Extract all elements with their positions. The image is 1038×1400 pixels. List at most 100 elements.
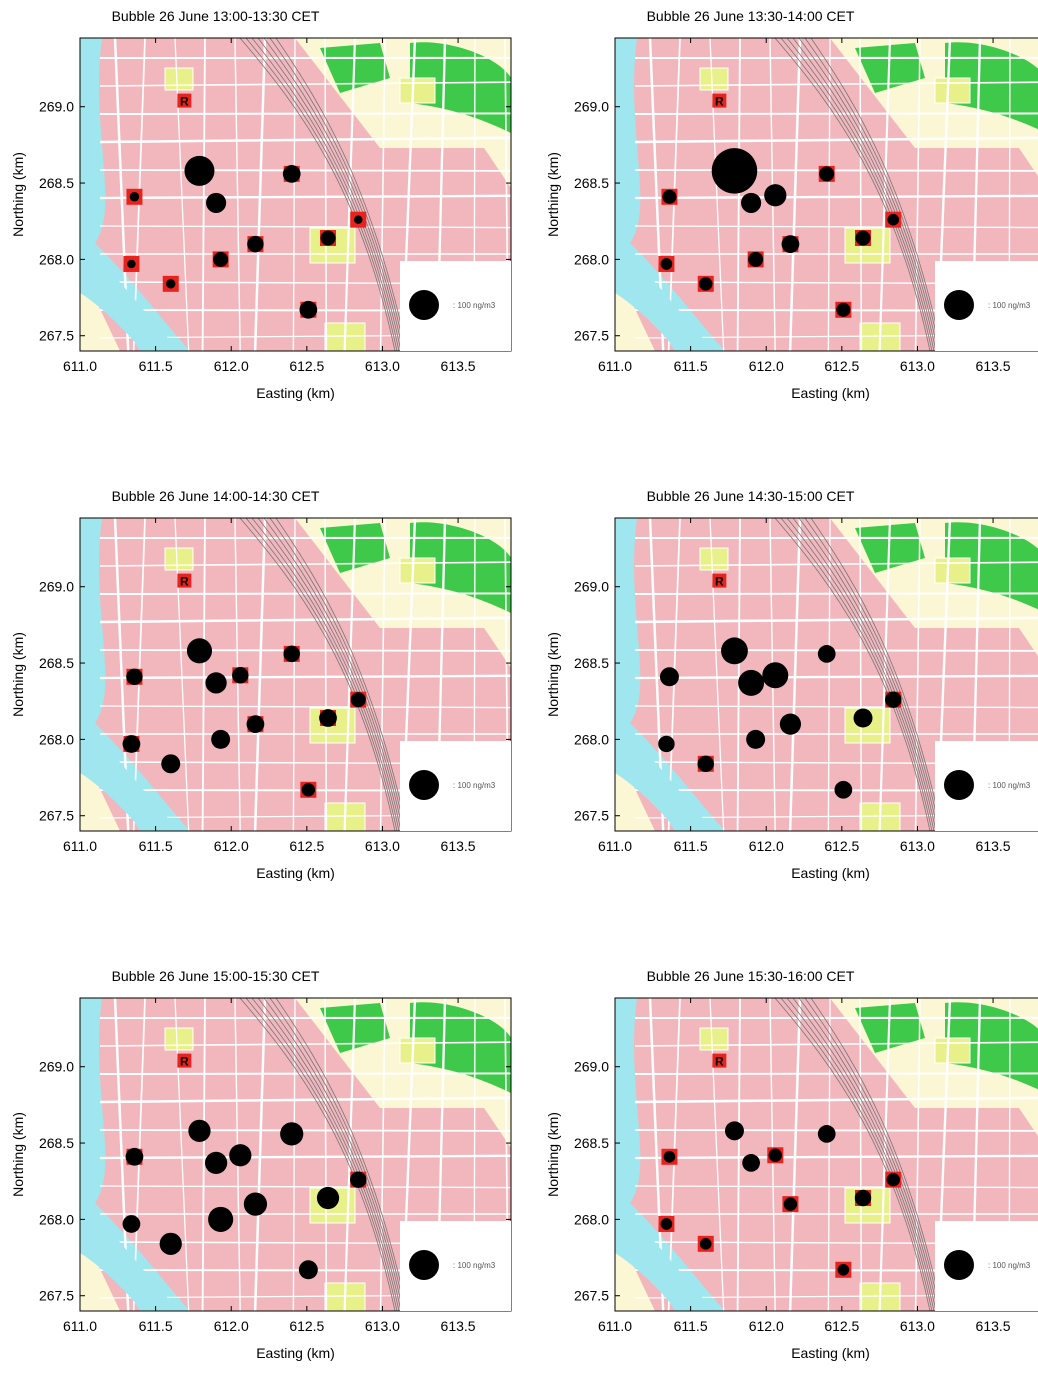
x-tick-label: 612.0 (749, 1318, 784, 1334)
legend-label: : 100 ng/m3 (988, 301, 1031, 310)
bubble-9 (746, 730, 765, 749)
bubble-4 (764, 184, 786, 206)
legend-label: : 100 ng/m3 (988, 1261, 1031, 1270)
bubble-1 (662, 190, 676, 204)
y-tick-label: 268.5 (39, 655, 74, 671)
x-tick-label: 613.5 (976, 1318, 1011, 1334)
bubble-2 (721, 637, 748, 664)
bubble-12 (836, 303, 850, 317)
legend-bubble (944, 290, 974, 320)
bubble-11 (161, 754, 180, 773)
reference-site-label: R (715, 575, 724, 589)
y-axis-label: Northing (km) (545, 1112, 561, 1197)
x-axis-label: Easting (km) (256, 865, 335, 881)
y-tick-label: 268.5 (39, 1135, 74, 1151)
reference-site-label: R (715, 1055, 724, 1069)
y-tick-label: 268.0 (574, 731, 609, 747)
bubble-6 (887, 214, 899, 226)
bubble-10 (658, 736, 674, 752)
bubble-6 (887, 1173, 900, 1186)
x-tick-label: 613.0 (365, 1318, 400, 1334)
bubble-12 (299, 1260, 318, 1279)
y-tick-label: 268.0 (39, 1211, 74, 1227)
chart-title: Bubble 26 June 15:00-15:30 CET (112, 968, 320, 984)
bubble-5 (819, 166, 834, 181)
bubble-11 (166, 279, 175, 288)
bubble-10 (661, 1218, 673, 1230)
legend-label: : 100 ng/m3 (988, 781, 1031, 790)
bubble-7 (854, 709, 873, 728)
x-tick-label: 611.5 (674, 838, 708, 854)
bubble-9 (748, 252, 763, 267)
y-axis-label: Northing (km) (10, 632, 26, 717)
x-tick-label: 612.5 (289, 358, 324, 374)
x-tick-label: 611.5 (139, 1318, 173, 1334)
y-tick-label: 267.5 (39, 328, 74, 344)
y-tick-label: 269.0 (574, 579, 609, 595)
x-axis-label: Easting (km) (791, 865, 870, 881)
x-axis-label: Easting (km) (791, 1345, 870, 1361)
bubble-10 (127, 260, 135, 268)
bubble-8 (247, 236, 263, 252)
y-tick-label: 269.0 (39, 579, 74, 595)
x-tick-label: 613.5 (441, 1318, 476, 1334)
x-tick-label: 612.5 (824, 838, 859, 854)
x-tick-label: 611.0 (63, 358, 97, 374)
y-axis-label: Northing (km) (545, 152, 561, 237)
x-tick-label: 613.5 (441, 358, 476, 374)
legend-bubble (409, 290, 439, 320)
bubble-7 (856, 231, 871, 246)
bubble-7 (317, 1187, 339, 1209)
reference-site-label: R (180, 575, 189, 589)
y-tick-label: 267.5 (39, 1288, 74, 1304)
x-tick-label: 613.5 (976, 838, 1011, 854)
bubble-11 (160, 1233, 182, 1255)
y-tick-label: 269.0 (574, 1059, 609, 1075)
bubble-12 (299, 301, 317, 319)
x-tick-label: 611.0 (598, 1318, 632, 1334)
bubble-1 (130, 192, 139, 201)
x-tick-label: 611.5 (139, 838, 173, 854)
bubble-3 (741, 193, 761, 213)
bubble-2 (725, 1121, 744, 1140)
chart-title: Bubble 26 June 15:30-16:00 CET (647, 968, 855, 984)
x-tick-label: 613.0 (900, 1318, 935, 1334)
bubble-8 (782, 235, 800, 253)
x-tick-label: 611.0 (63, 1318, 97, 1334)
legend-label: : 100 ng/m3 (453, 781, 496, 790)
bubble-8 (244, 1193, 267, 1216)
y-axis-label: Northing (km) (10, 1112, 26, 1197)
bubble-6 (354, 215, 362, 223)
y-tick-label: 267.5 (574, 808, 609, 824)
x-tick-label: 612.0 (214, 358, 249, 374)
bubble-9 (211, 730, 230, 749)
y-tick-label: 268.0 (574, 251, 609, 267)
x-tick-label: 612.0 (214, 838, 249, 854)
bubble-1 (126, 1148, 144, 1166)
x-tick-label: 611.0 (63, 838, 97, 854)
x-tick-label: 613.5 (976, 358, 1011, 374)
bubble-3 (205, 672, 226, 693)
chart-title: Bubble 26 June 14:00-14:30 CET (112, 488, 320, 504)
bubble-8 (247, 715, 265, 733)
bubble-10 (661, 258, 673, 270)
bubble-3 (205, 1152, 227, 1174)
x-tick-label: 612.0 (749, 358, 784, 374)
y-tick-label: 268.5 (39, 175, 74, 191)
bubble-2 (188, 1120, 210, 1142)
y-tick-label: 268.5 (574, 655, 609, 671)
y-tick-label: 269.0 (574, 99, 609, 115)
bubble-11 (698, 756, 714, 772)
x-tick-label: 612.0 (749, 838, 784, 854)
bubble-8 (784, 1197, 797, 1210)
bubble-10 (123, 735, 141, 753)
bubble-4 (232, 667, 248, 683)
bubble-9 (213, 252, 228, 267)
y-tick-label: 269.0 (39, 99, 74, 115)
bubble-3 (206, 193, 226, 213)
bubble-chart-5: Bubble 26 June 15:00-15:30 CET 611.0 611.5… (0, 960, 520, 1400)
